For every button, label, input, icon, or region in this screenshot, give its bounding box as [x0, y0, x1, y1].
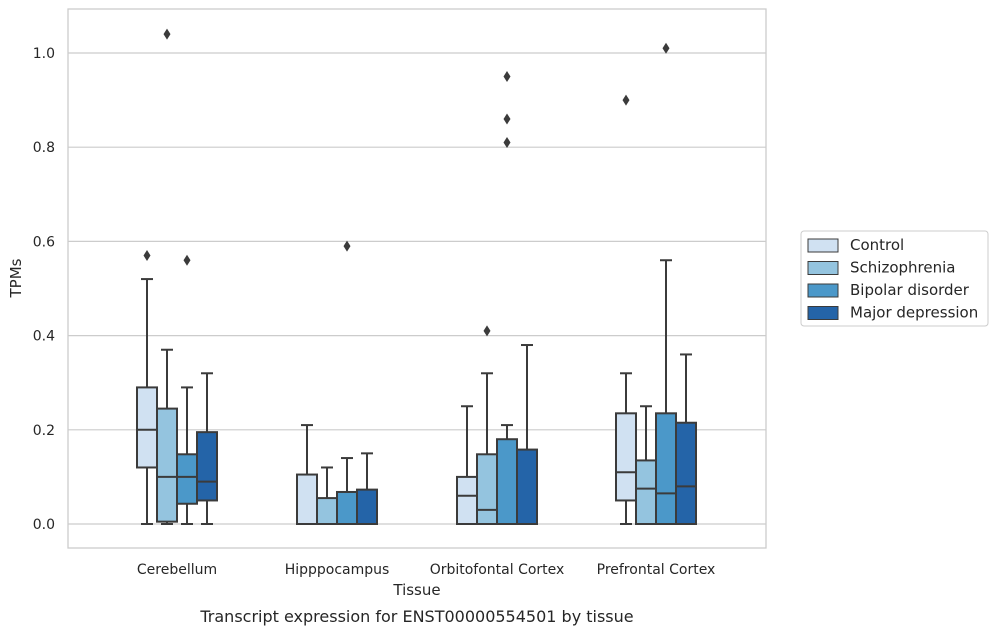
- outlier-point: [622, 94, 630, 106]
- y-tick-label: 0.0: [33, 517, 55, 533]
- box-major-depression: [516, 344, 538, 525]
- x-tick-labels: Cerebellum Hipppocampus Orbitofontal Corte…: [137, 562, 715, 578]
- box-schizophrenia: [635, 405, 657, 526]
- outlier-point: [483, 325, 491, 337]
- legend-swatch: [807, 238, 839, 253]
- x-tick-label: Hipppocampus: [285, 562, 390, 578]
- box-major-depression: [196, 372, 218, 525]
- outlier-point: [503, 113, 511, 125]
- box-iqr: [635, 459, 657, 526]
- chart-caption: Transcript expression for ENST0000055450…: [199, 607, 633, 626]
- y-tick-label: 1.0: [33, 46, 55, 62]
- legend-swatch: [807, 283, 839, 298]
- y-tick-labels: 0.0 0.2 0.4 0.6 0.8 1.0: [33, 46, 55, 533]
- outlier-point: [343, 240, 351, 252]
- box-control: [456, 405, 478, 525]
- box-iqr: [156, 407, 178, 523]
- box-major-depression: [356, 452, 378, 526]
- y-tick-label: 0.6: [33, 234, 55, 250]
- box-iqr: [496, 438, 518, 525]
- box-iqr: [296, 473, 318, 526]
- box-iqr: [356, 488, 378, 526]
- legend-swatch: [807, 261, 839, 275]
- box-iqr: [516, 448, 538, 525]
- outlier-point: [662, 42, 670, 54]
- legend-label: Control: [850, 236, 904, 254]
- legend-label: Bipolar disorder: [850, 281, 970, 299]
- outlier-point: [183, 254, 191, 266]
- box-iqr: [655, 412, 677, 525]
- y-axis-label: TPMs: [7, 258, 25, 298]
- legend-items: Control Schizophrenia Bipolar disorder Majo…: [807, 236, 978, 322]
- outlier-point: [163, 28, 171, 40]
- x-tick-label: Orbitofontal Cortex: [430, 562, 565, 578]
- y-tick-label: 0.8: [33, 140, 55, 156]
- outlier-point: [143, 250, 151, 262]
- box-control: [136, 250, 158, 525]
- box-iqr: [456, 475, 478, 525]
- y-tick-label: 0.4: [33, 329, 55, 345]
- legend-label: Major depression: [850, 304, 978, 322]
- box-iqr: [136, 386, 158, 469]
- box-iqr: [196, 431, 218, 502]
- box-bipolar-disorder: [496, 71, 518, 525]
- outlier-point: [503, 71, 511, 83]
- x-axis-label: Tissue: [392, 581, 440, 599]
- plot-frame: [67, 8, 767, 549]
- box-iqr: [336, 490, 358, 525]
- y-tick-label: 0.2: [33, 423, 55, 439]
- box-iqr: [316, 497, 338, 526]
- legend-frame: [800, 230, 989, 327]
- box-control: [615, 94, 637, 525]
- box-iqr: [675, 421, 697, 525]
- box-major-depression: [675, 353, 697, 525]
- box-iqr: [615, 412, 637, 502]
- outlier-point: [503, 136, 511, 148]
- boxes: [136, 28, 697, 526]
- x-tick-label: Cerebellum: [137, 562, 217, 578]
- box-control: [296, 424, 318, 526]
- x-tick-label: Prefrontal Cortex: [597, 562, 716, 578]
- box-iqr: [176, 453, 198, 505]
- box-iqr: [476, 453, 498, 525]
- box-schizophrenia: [156, 28, 178, 525]
- legend: Control Schizophrenia Bipolar disorder Majo…: [800, 230, 989, 327]
- legend-swatch: [807, 306, 839, 320]
- legend-label: Schizophrenia: [850, 259, 955, 277]
